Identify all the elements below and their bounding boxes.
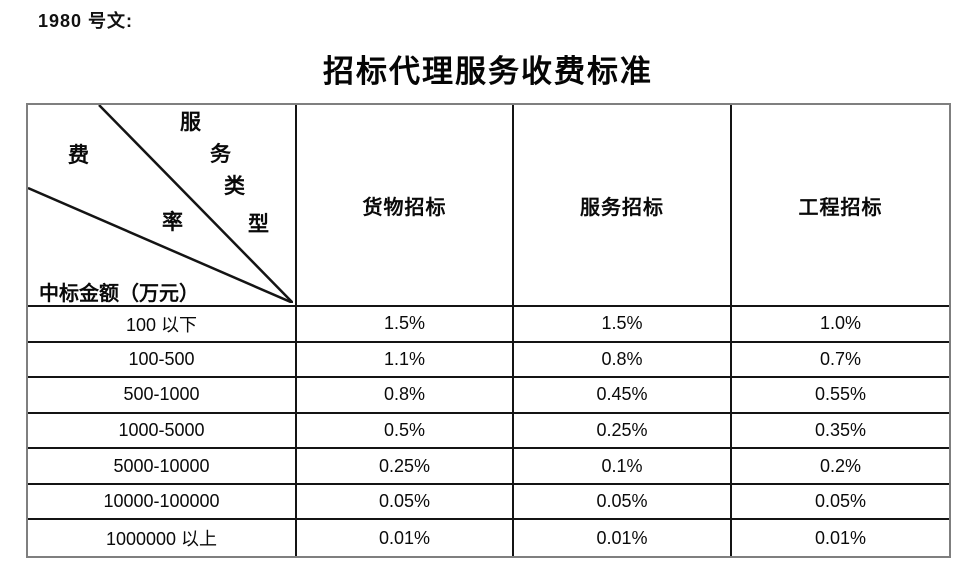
- row-range-cell: 1000000 以上: [28, 520, 297, 556]
- corner-label-rate: 率: [162, 210, 183, 234]
- row-range-cell: 5000-10000: [28, 449, 297, 485]
- rate-cell: 0.2%: [732, 449, 949, 485]
- corner-label-service-type-char: 服: [180, 110, 201, 134]
- rate-cell: 0.01%: [297, 520, 514, 556]
- row-range-cell: 100 以下: [28, 307, 297, 343]
- corner-label-amount: 中标金额（万元）: [39, 283, 199, 305]
- row-range-cell: 10000-100000: [28, 484, 297, 521]
- rate-cell: 1.5%: [514, 307, 732, 343]
- rate-cell: 0.25%: [297, 449, 514, 485]
- corner-label-service-type-char: 型: [248, 212, 269, 236]
- rate-cell: 0.7%: [732, 343, 949, 379]
- rate-cell: 0.05%: [514, 484, 732, 521]
- rate-cell: 0.8%: [514, 342, 732, 379]
- column-header-services: 服务招标: [514, 105, 732, 307]
- page-title: 招标代理服务收费标准: [323, 54, 653, 89]
- rate-cell: 0.05%: [732, 485, 949, 521]
- column-header-goods: 货物招标: [297, 105, 514, 307]
- row-range-cell: 500-1000: [28, 378, 297, 414]
- row-range-cell: 100-500: [28, 342, 297, 379]
- rate-cell: 1.5%: [297, 307, 514, 343]
- corner-label-service-type-char: 务: [210, 142, 231, 166]
- rate-cell: 0.5%: [297, 413, 514, 450]
- rate-cell: 0.01%: [814, 527, 867, 548]
- rate-cell: 0.1%: [514, 449, 732, 485]
- fee-table: 服 务 类 型 费 率 中标金额（万元） 货物招标 服务招标 工程招标 100 …: [26, 103, 951, 558]
- rate-cell: 0.55%: [732, 378, 949, 414]
- rate-cell: 1.1%: [297, 342, 514, 379]
- corner-label-fee: 费: [68, 143, 89, 167]
- rate-cell: 0.45%: [514, 378, 732, 414]
- rate-cell: 0.25%: [514, 413, 732, 450]
- corner-cell: 服 务 类 型 费 率 中标金额（万元）: [28, 105, 297, 307]
- doc-number: 1980 号文:: [38, 11, 134, 31]
- column-header-engineering: 工程招标: [732, 105, 949, 307]
- rate-cell: 0.05%: [297, 484, 514, 521]
- rate-cell: 0.8%: [297, 378, 514, 414]
- rate-cell: 0.35%: [732, 414, 949, 450]
- rate-cell: 0.01%: [514, 520, 732, 556]
- corner-label-service-type-char: 类: [224, 174, 245, 198]
- diagonal-lines-icon: [28, 105, 293, 303]
- row-range-cell: 1000-5000: [28, 413, 297, 450]
- rate-cell: 1.0%: [732, 307, 949, 343]
